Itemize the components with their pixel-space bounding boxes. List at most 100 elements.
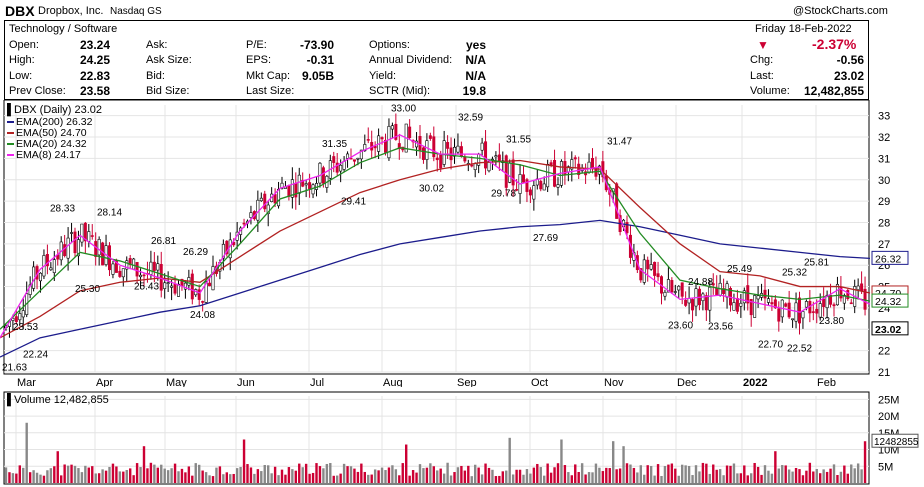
candle-body [132, 258, 136, 270]
volume-bar [46, 470, 49, 483]
volume-bar [129, 468, 132, 483]
volume-right-marker [871, 433, 919, 448]
volume-bar [294, 470, 297, 483]
volume-bar [77, 468, 80, 483]
candle-body [463, 156, 467, 162]
candle-body [639, 268, 643, 281]
volume-bar [360, 463, 363, 483]
price-x-tick: Aug [383, 377, 403, 387]
last-size-label: Last Size: [246, 85, 295, 97]
candle-body [856, 285, 860, 290]
candle-body [642, 259, 646, 283]
candle-body [829, 294, 833, 305]
price-chart: 21.63 23.53 22.24 28.33 25.30 28.14 25.43 26.81… [0, 100, 909, 387]
volume-bar [239, 466, 242, 483]
candle-body [673, 291, 677, 293]
volume-bar [608, 468, 611, 483]
volume-bar [712, 464, 715, 483]
candle-body [294, 182, 298, 198]
volume-bar [722, 475, 725, 483]
candle-body [311, 184, 315, 195]
candle-body [211, 266, 215, 291]
candle-body [687, 298, 691, 304]
candle-body [456, 145, 460, 153]
candle-body [156, 263, 160, 271]
price-annotation: 26.81 [151, 236, 176, 247]
volume-bar [815, 468, 818, 483]
price-annotation: 31.35 [322, 139, 347, 150]
volume-bar [263, 464, 266, 483]
candle-body [846, 290, 850, 300]
candle-body [801, 311, 805, 319]
volume-bar [284, 474, 287, 483]
candle-body [735, 298, 739, 312]
volume-bar [215, 467, 218, 483]
volume-bar [791, 471, 794, 483]
candle-body [387, 126, 391, 159]
volume-bar [622, 446, 625, 483]
price-y-tick: 22 [878, 346, 890, 358]
price-plot-frame [3, 100, 870, 375]
volume-bar [539, 467, 542, 483]
candle-body [125, 260, 129, 270]
volume-bar [484, 463, 487, 483]
candle-body [804, 301, 808, 308]
candle-body [421, 147, 425, 160]
price-right-marker-label: 26.32 [875, 253, 901, 265]
volume-bar [394, 469, 398, 483]
candle-body [197, 289, 201, 300]
volume-bar [560, 439, 563, 483]
yield-value: N/A [465, 69, 486, 83]
volume-bar [491, 469, 494, 483]
volume-bar [346, 466, 349, 483]
volume-bar [739, 473, 743, 483]
volume-y-axis: 5M10M15M20M25M12482855 [871, 394, 919, 473]
price-candles [4, 113, 867, 338]
volume-bar [643, 474, 646, 483]
volume-bar [63, 464, 66, 483]
price-x-tick: Feb [817, 377, 836, 387]
volume-bar [49, 468, 53, 483]
candle-body [397, 143, 401, 150]
volume-bar [201, 470, 204, 483]
volume-y-tick: 5M [878, 461, 893, 473]
sctr-value: 19.8 [462, 84, 486, 98]
volume-bar [729, 465, 732, 483]
volume-bar [605, 467, 608, 483]
volume-bar [515, 469, 518, 483]
volume-chart: 5M10M15M20M25M12482855 ▌ Volume 12,482,8… [3, 391, 919, 485]
candle-body [656, 273, 660, 278]
volume-grid [4, 396, 869, 483]
ask-size-label: Ask Size: [146, 54, 192, 66]
volume-bar [467, 465, 470, 483]
candle-body [63, 244, 67, 257]
candle-body [90, 235, 94, 237]
volume-bar [405, 444, 408, 483]
volume-bar [732, 463, 736, 483]
candle-body [66, 237, 70, 259]
sector: Technology / Software [9, 23, 118, 35]
volume-bar [763, 465, 767, 483]
candle-body [352, 159, 356, 162]
volume-bar [725, 465, 729, 483]
bid-label: Bid: [146, 70, 165, 82]
volume-bar [656, 464, 660, 483]
volume-bar [260, 471, 263, 483]
candle-body [242, 222, 246, 225]
volume-bar [553, 467, 556, 483]
price-x-tick: Oct [531, 377, 548, 387]
candle-body [380, 137, 384, 140]
volume-plot-frame [3, 391, 870, 485]
volume-bar [225, 472, 228, 483]
volume-bar [498, 475, 501, 483]
price-y-axis: 2122232425262728293031323326.3224.7024.3… [871, 111, 909, 379]
volume-bar [256, 469, 260, 483]
volume-bar [32, 470, 35, 483]
volume-bar [122, 471, 125, 483]
candle-body [45, 254, 49, 267]
volume-bar [184, 472, 187, 483]
candle-body [73, 231, 77, 254]
volume-bar [646, 465, 649, 483]
candle-body [204, 281, 208, 303]
candle-body [190, 273, 194, 300]
